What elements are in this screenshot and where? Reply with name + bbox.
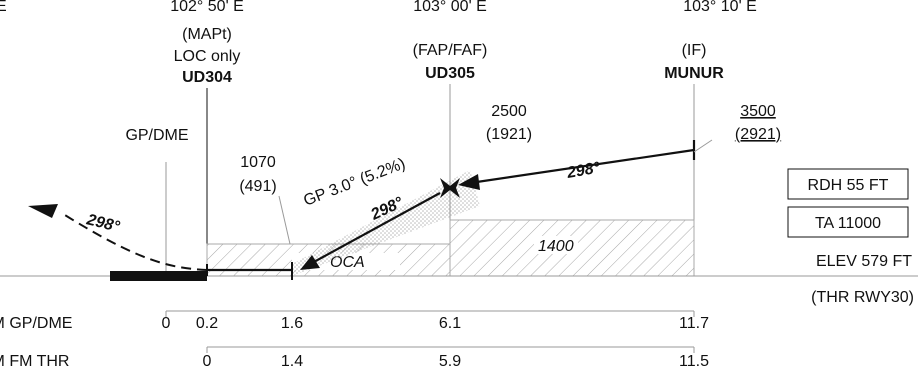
alt-1921-label: (1921): [486, 126, 532, 143]
ta-box: [787, 206, 909, 238]
coord-103-10-label: 103° 10' E: [683, 0, 757, 15]
faf-cross-symbol: [440, 178, 460, 198]
rdh-label: RDH 55 FT: [808, 177, 889, 194]
coord-102-50-label: 102° 50' E: [170, 0, 244, 15]
if-fix-name: MUNUR: [664, 65, 724, 82]
mapt-loc-only-label: LOC only: [174, 48, 241, 65]
faf-fix-name: UD305: [425, 65, 475, 82]
if-altitude-leader: [693, 139, 713, 153]
faf-role-label: (FAP/FAF): [413, 42, 488, 59]
thr-tick-label: 11.5: [679, 353, 709, 370]
alt-2921-label: (2921): [735, 126, 781, 143]
mapt-role-label: (MAPt): [182, 26, 232, 43]
course-missed-label: 298°: [84, 211, 122, 236]
elev-label: ELEV 579 FT: [816, 253, 912, 270]
thr-scale-title: NM FM THR: [0, 353, 69, 370]
thr-tick-label: 5.9: [439, 353, 461, 370]
gp-dme-scale: NM GP/DME 0 0.2 1.6 6.1 11.7: [0, 310, 709, 332]
runway-bar: [110, 271, 207, 281]
gp-dme-tick-label: 11.7: [679, 315, 709, 332]
gp-dme-tick-label: 6.1: [439, 315, 461, 332]
gp-dme-tick-label: 0.2: [196, 315, 218, 332]
alt-491-label: (491): [239, 178, 276, 195]
intermediate-track-arrowhead: [458, 174, 480, 190]
gp-dme-tick-label: 1.6: [281, 315, 303, 332]
intermediate-track-line: [469, 148, 695, 185]
rdh-box: [787, 168, 909, 200]
thr-label: (THR RWY30): [811, 289, 914, 306]
gp-dme-tick-label: 0: [162, 315, 171, 332]
oca-1400-label: 1400: [538, 238, 574, 255]
final-track-line: [311, 192, 441, 264]
mapt-fix-name: UD304: [182, 69, 232, 86]
if-role-label: (IF): [682, 42, 707, 59]
coord-103-00-label: 103° 00' E: [413, 0, 487, 15]
oca-1400-label-bg: [534, 236, 578, 254]
missed-approach-line: [59, 211, 208, 271]
coord-left-edge-label: E: [0, 0, 7, 15]
gp-dme-scale-title: NM GP/DME: [0, 315, 72, 332]
course-faf-if-label: 298°: [565, 159, 602, 182]
alt-1070-leader: [278, 195, 291, 245]
missed-approach-arrowhead: [28, 204, 58, 218]
gp-dme-label: GP/DME: [125, 127, 188, 144]
thr-tick-label: 1.4: [281, 353, 303, 370]
ta-label: TA 11000: [815, 215, 881, 232]
final-track-arrowhead: [300, 255, 320, 270]
thr-scale: NM FM THR 0 1.4 5.9 11.5: [0, 346, 709, 370]
thr-tick-label: 0: [203, 353, 212, 370]
alt-2500-label: 2500: [491, 103, 527, 120]
alt-3500-label: 3500: [740, 103, 776, 120]
alt-1070-label: 1070: [240, 154, 276, 171]
